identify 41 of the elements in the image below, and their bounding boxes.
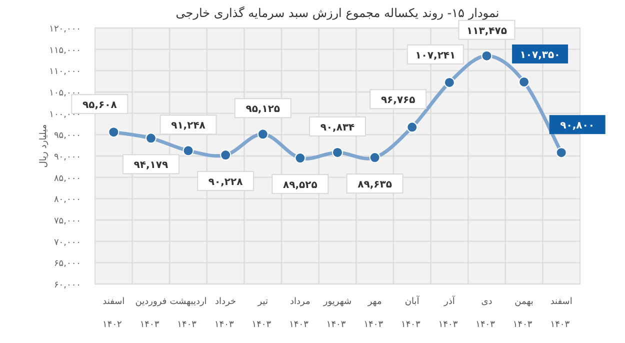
category-label: فروردین ۱۴۰۳ <box>135 297 167 330</box>
data-label: ۹۵,۶۰۸ <box>82 100 117 112</box>
y-tick-label: ۷۵,۰۰۰ <box>54 216 81 226</box>
category-label: شهریور ۱۴۰۳ <box>323 297 352 330</box>
category-label: اسفند ۱۴۰۲ <box>102 297 125 330</box>
y-tick-label: ۶۵,۰۰۰ <box>54 259 81 270</box>
category-label: بهمن ۱۴۰۳ <box>512 297 534 330</box>
y-tick-label: ۱۱۰,۰۰۰ <box>49 67 81 78</box>
y-tick-label: ۸۵,۰۰۰ <box>54 174 81 184</box>
y-tick-label: ۹۰,۰۰۰ <box>54 152 81 162</box>
data-label: ۱۰۷,۲۴۱ <box>415 50 456 62</box>
y-tick-label: ۱۰۰,۰۰۰ <box>49 110 81 120</box>
data-label: ۹۰,۸۰۰ <box>560 120 595 132</box>
category-label: مهر ۱۴۰۳ <box>364 297 384 330</box>
y-tick-label: ۶۰,۰۰۰ <box>54 280 81 290</box>
y-tick-label: ۱۱۵,۰۰۰ <box>49 46 81 56</box>
y-tick-label: ۹۵,۰۰۰ <box>54 131 81 142</box>
category-label: اردیبهشت ۱۴۰۳ <box>170 297 207 330</box>
y-axis-title: میلیارد ریال <box>39 124 49 168</box>
data-label: ۱۰۷,۳۵۰ <box>520 50 560 61</box>
category-label: مرداد ۱۴۰۳ <box>289 297 310 330</box>
data-label: ۸۹,۵۲۵ <box>283 180 318 192</box>
data-label: ۱۱۳,۴۷۵ <box>466 26 507 37</box>
data-label: ۹۴,۱۷۹ <box>134 160 168 172</box>
data-label: ۹۵,۱۲۵ <box>246 104 280 116</box>
data-label: ۹۰,۸۳۴ <box>320 122 355 134</box>
category-label: خرداد ۱۴۰۳ <box>214 297 236 330</box>
chart-title: نمودار ۱۵- روند یکساله مجموع ارزش سبد سرمایه گذاری خارجی <box>176 6 500 20</box>
y-tick-label: ۱۲۰,۰۰۰ <box>49 24 81 34</box>
category-label: آذر ۱۴۰۳ <box>438 297 458 330</box>
data-label: ۸۹,۶۳۵ <box>358 180 392 191</box>
data-label: ۹۰,۲۲۸ <box>208 177 243 188</box>
category-label: تیر ۱۴۰۳ <box>252 297 272 330</box>
data-label: ۹۶,۷۶۵ <box>380 95 416 106</box>
y-tick-label: ۷۰,۰۰۰ <box>54 238 81 248</box>
y-tick-label: ۸۰,۰۰۰ <box>54 195 81 206</box>
category-label: دی ۱۴۰۳ <box>476 297 495 330</box>
category-label: اسفند ۱۴۰۳ <box>550 297 572 330</box>
y-tick-label: ۱۰۵,۰۰۰ <box>49 88 81 98</box>
data-label: ۹۱,۲۴۸ <box>171 120 206 132</box>
category-label: آبان ۱۴۰۳ <box>401 297 420 330</box>
